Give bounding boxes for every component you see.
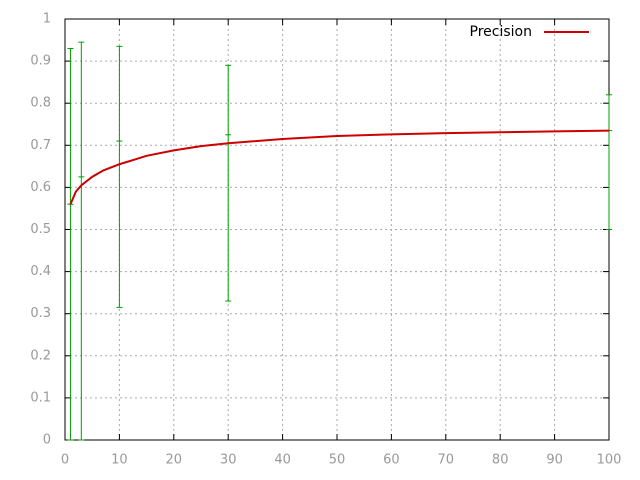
legend-label: Precision [470, 24, 532, 40]
y-tick-label: 0.9 [30, 54, 51, 69]
y-tick-label: 0.7 [30, 138, 51, 153]
y-tick-label: 0.3 [30, 306, 51, 321]
x-tick-label: 30 [220, 453, 237, 468]
x-tick-label: 70 [438, 453, 455, 468]
x-tick-label: 80 [492, 453, 509, 468]
y-tick-label: 0.2 [30, 348, 51, 363]
x-tick-label: 10 [111, 453, 128, 468]
y-tick-label: 1 [43, 12, 51, 27]
y-tick-label: 0.6 [30, 180, 51, 195]
y-tick-label: 0.8 [30, 96, 51, 111]
x-tick-label: 20 [166, 453, 183, 468]
x-tick-label: 60 [383, 453, 400, 468]
y-tick-label: 0.4 [30, 264, 51, 279]
y-tick-label: 0.5 [30, 222, 51, 237]
line [69, 129, 610, 205]
y-tick-label: 0.1 [30, 390, 51, 405]
y-tick-label: 0 [43, 433, 51, 448]
x-tick-label: 100 [597, 453, 622, 468]
x-tick-label: 0 [61, 453, 69, 468]
x-tick-label: 50 [329, 453, 346, 468]
x-tick-label: 40 [274, 453, 291, 468]
x-tick-label: 90 [546, 453, 563, 468]
